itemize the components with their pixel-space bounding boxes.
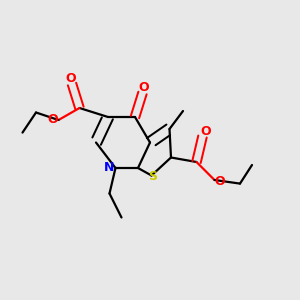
Text: N: N [104, 161, 114, 174]
Text: O: O [65, 72, 76, 85]
Text: O: O [214, 175, 225, 188]
Text: O: O [139, 81, 149, 94]
Text: S: S [148, 170, 157, 184]
Text: O: O [48, 113, 58, 126]
Text: O: O [201, 125, 212, 138]
